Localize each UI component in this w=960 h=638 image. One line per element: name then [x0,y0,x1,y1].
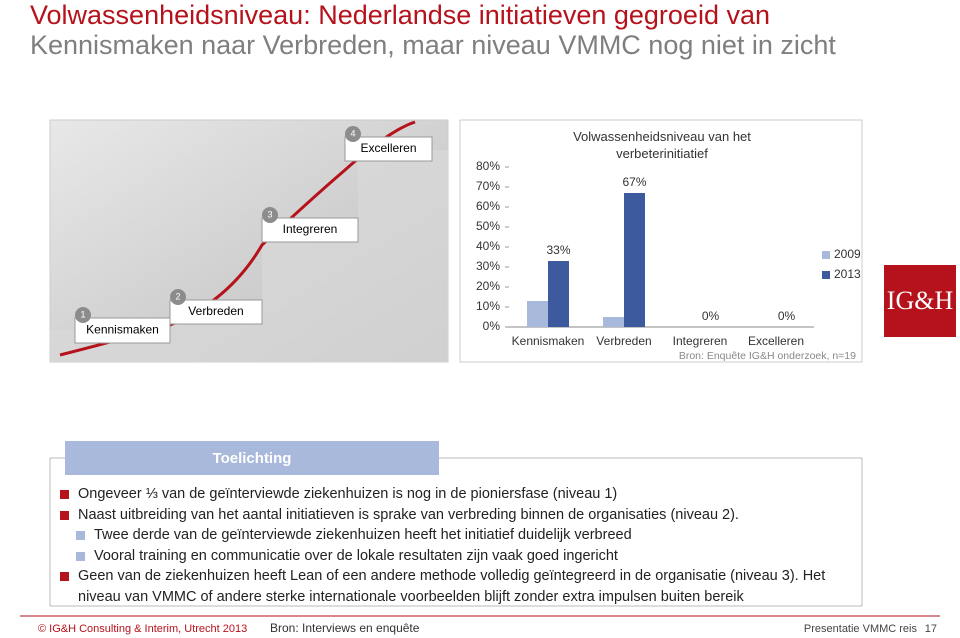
step-label: Kennismaken [86,323,159,337]
x-tick-label: Excelleren [748,334,804,348]
stairs [50,150,448,362]
footer-source: Bron: Interviews en enquête [270,621,420,635]
sub-bullet: Twee derde van de geïnterviewde ziekenhu… [60,525,860,546]
notes-heading: Toelichting [213,450,292,467]
notes-panel [49,457,863,607]
legend-label: 2009 [834,247,861,261]
title: Volwassenheidsniveau: Nederlandse initia… [30,0,770,30]
step-box [74,317,171,344]
x-tick-label: Integreren [673,334,728,348]
sub-bullet: Vooral training en communicatie over de … [60,546,860,567]
legend-swatch [822,251,830,259]
value-label: 0% [702,309,720,323]
y-tick-label: 60% [476,199,500,213]
step-box [261,217,359,243]
y-tick-label: 40% [476,239,500,253]
bar [548,261,569,327]
step-badge [345,126,361,142]
step-number: 1 [80,309,85,319]
y-tick-label: 80% [476,159,500,173]
step-number: 3 [267,209,272,219]
step-badge [75,307,91,323]
bar [527,301,548,327]
notes: Ongeveer ⅓ van de geïnterviewde ziekenhu… [60,484,860,607]
y-tick-label: 20% [476,279,500,293]
y-tick-label: 10% [476,299,500,313]
copyright: © IG&H Consulting & Interim, Utrecht 201… [38,623,247,635]
legend-label: 2013 [834,267,861,281]
step-label: Excelleren [360,141,416,155]
step-badge [170,289,186,305]
page-number: 17 [925,623,937,635]
x-tick-label: Kennismaken [512,334,585,348]
presentation: Presentatie VMMC reis [804,623,918,635]
step-label: Verbreden [188,304,243,318]
y-tick-label: 50% [476,219,500,233]
legend-swatch [822,271,830,279]
bar [624,193,645,327]
chart-source: Bron: Enquête IG&H onderzoek, n=19 [679,350,856,362]
title: Kennismaken naar Verbreden, maar niveau … [30,30,836,60]
value-label: 33% [546,243,570,257]
step-box [344,136,433,162]
logo-box [884,265,956,337]
step-number: 2 [175,291,180,301]
step-box [169,299,263,325]
y-tick-label: 70% [476,179,500,193]
step-number: 4 [350,128,355,138]
value-label: 0% [778,309,796,323]
step-badge [262,207,278,223]
bullet: Geen van de ziekenhuizen heeft Lean of e… [60,566,860,607]
y-tick-label: 0% [483,319,501,333]
bullet: Naast uitbreiding van het aantal initiat… [60,505,860,526]
y-tick-label: 30% [476,259,500,273]
x-tick-label: Verbreden [596,334,651,348]
chart-title: Volwassenheidsniveau van het verbeterinit… [573,129,751,161]
bullet: Ongeveer ⅓ van de geïnterviewde ziekenhu… [60,484,860,505]
bar [603,317,624,327]
value-label: 67% [622,175,646,189]
logo: IG&H [887,286,954,315]
notes-tab [65,441,439,475]
step-label: Integreren [283,222,338,236]
